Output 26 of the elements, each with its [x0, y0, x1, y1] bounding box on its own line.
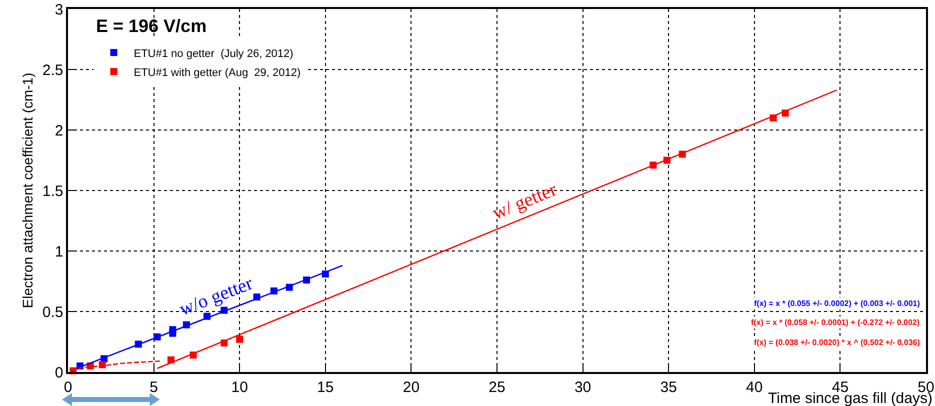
- y-tick-label: 1: [54, 243, 64, 260]
- legend-label: ETU#1 with getter (Aug 29, 2012): [134, 66, 301, 79]
- annotation: f(x) = x * (0.055 +/- 0.0002) + (0.003 +/- 0.001): [754, 299, 920, 308]
- chart-title: E = 196 V/cm: [96, 16, 207, 36]
- x-tick-label: 15: [317, 378, 334, 396]
- annotation: w/o getter: [176, 272, 256, 320]
- x-tick-label: 40: [746, 378, 763, 396]
- point: [236, 336, 244, 343]
- x-tick-label: 30: [574, 378, 592, 396]
- annotation: w/ getter: [490, 179, 560, 224]
- x-tick-label: 35: [660, 378, 677, 396]
- legend-label: ETU#1 no getter (July 26, 2012): [134, 48, 294, 60]
- y-tick-label: 0: [54, 364, 64, 382]
- annotation: f(x) = x * (0.058 +/- 0.0001) + (-0.272 +/- 0.002): [751, 318, 920, 327]
- x-tick-label: 10: [231, 378, 248, 396]
- y-axis-title: Electron attachment coefficient (cm-1): [19, 72, 36, 308]
- y-tick-label: 3: [54, 1, 64, 18]
- x-tick-label: 25: [488, 378, 506, 396]
- y-tick-label: 1.5: [42, 182, 64, 200]
- x-tick-label: 5: [150, 378, 158, 396]
- y-tick-label: 2.5: [42, 62, 64, 79]
- annotation: f(x) = (0.038 +/- 0.0020) * x ^ (0.502 +/- 0.036): [754, 338, 920, 347]
- x-tick-label: 45: [832, 378, 849, 396]
- y-tick-label: 0.5: [42, 304, 64, 321]
- y-tick-label: 2: [54, 122, 64, 140]
- x-tick-label: 20: [402, 378, 420, 396]
